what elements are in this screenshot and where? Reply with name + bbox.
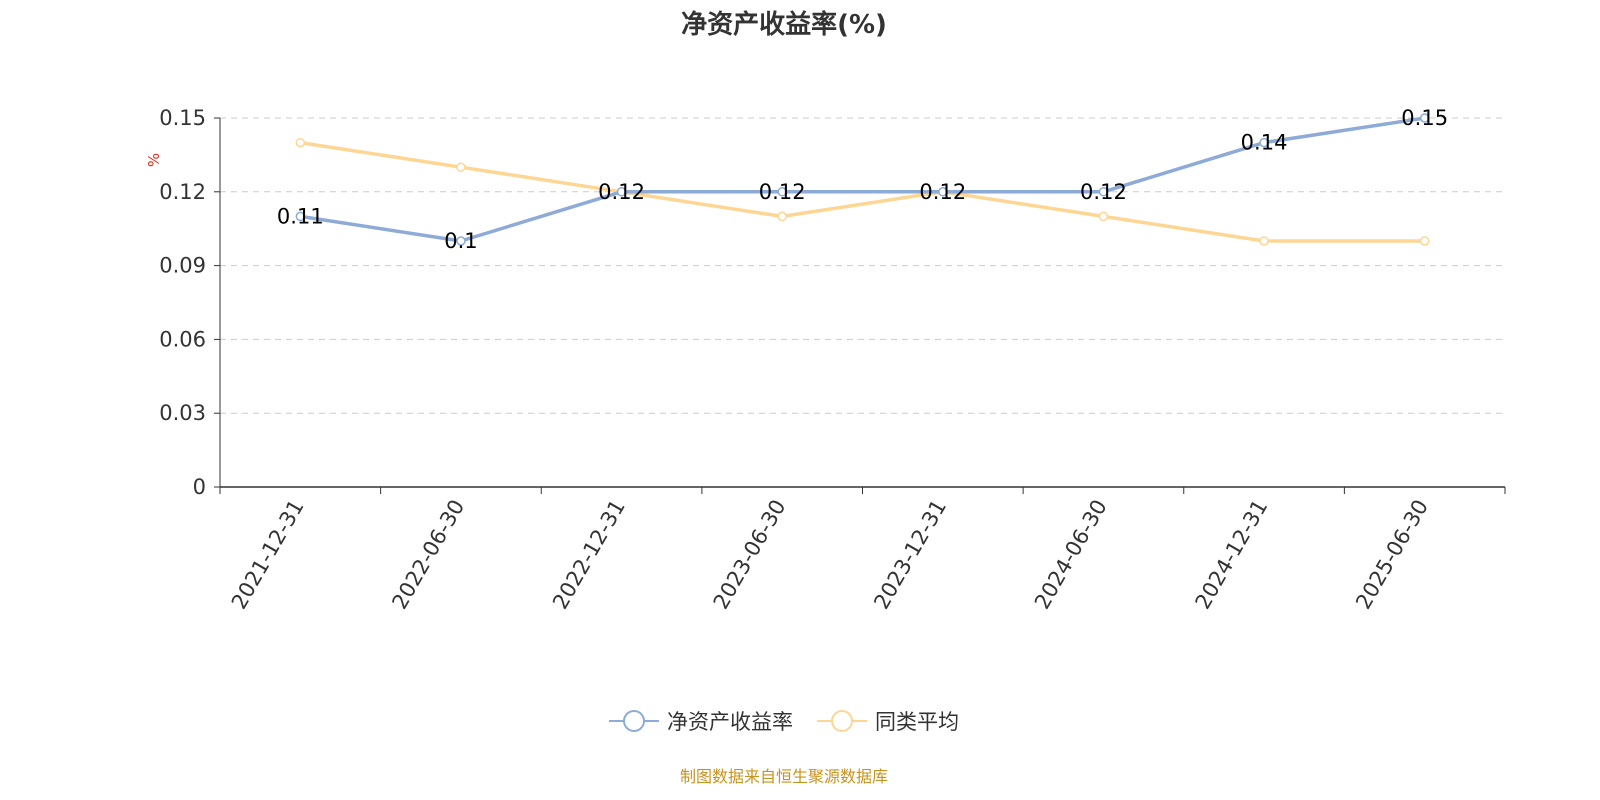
legend-label-main: 净资产收益率 (667, 710, 793, 734)
x-tick-label: 2022-06-30 (387, 496, 469, 614)
series-main (295, 113, 1430, 246)
chart-title: 净资产收益率(%) (681, 10, 887, 40)
source-note: 制图数据来自恒生聚源数据库 (679, 767, 888, 786)
data-point-average (777, 211, 787, 222)
data-label-main: 0.1 (444, 229, 477, 253)
data-label-main: 0.11 (277, 204, 324, 228)
y-tick-label: 0 (193, 475, 206, 499)
data-point-main (1259, 137, 1269, 148)
data-point-average (1419, 236, 1430, 246)
legend-label-average: 同类平均 (875, 710, 959, 734)
legend: 净资产收益率 同类平均 (0, 706, 1568, 736)
x-tick-label: 2025-06-30 (1351, 496, 1433, 614)
data-label-main: 0.12 (919, 180, 966, 204)
x-tick-label: 2022-12-31 (548, 496, 630, 614)
data-label-main: 0.15 (1401, 106, 1448, 130)
data-labels: 0.11 0.1 0.12 0.12 0.12 0.12 0.14 0.15 (277, 106, 1448, 253)
legend-swatch-average-icon (817, 710, 867, 732)
legend-item-average[interactable]: 同类平均 (817, 706, 959, 736)
data-label-main: 0.14 (1241, 131, 1288, 155)
data-point-main (938, 187, 948, 197)
data-point-average (295, 137, 306, 148)
data-point-main (616, 187, 627, 197)
y-tick-label: 0.09 (159, 254, 206, 278)
axes: 0 0.03 0.06 0.09 0.12 0.15 2021-12-31 2022-06-3… (159, 106, 1506, 614)
data-label-main: 0.12 (1080, 180, 1127, 204)
grid-lines (220, 117, 1505, 414)
x-tick-label: 2021-12-31 (227, 496, 309, 614)
x-tick-label: 2023-06-30 (709, 496, 791, 614)
legend-item-main[interactable]: 净资产收益率 (609, 706, 793, 736)
x-tick-label: 2023-12-31 (869, 496, 951, 614)
line-chart: 0 0.03 0.06 0.09 0.12 0.15 2021-12-31 2022-06-3… (145, 106, 1506, 614)
data-point-main (295, 211, 306, 222)
series-line-average (298, 140, 1427, 243)
data-label-main: 0.12 (759, 180, 806, 204)
data-point-main (1098, 187, 1109, 197)
data-point-main (456, 236, 466, 246)
series-layer (295, 113, 1430, 246)
data-point-average (1259, 236, 1269, 246)
data-point-average (456, 162, 466, 172)
data-point-main (777, 187, 787, 197)
data-point-main (1419, 113, 1430, 123)
x-tick-label: 2024-06-30 (1030, 496, 1112, 614)
y-tick-label: 0.12 (159, 180, 206, 204)
y-tick-label: 0.06 (159, 327, 206, 351)
legend-swatch-main-icon (609, 710, 659, 732)
y-tick-label: 0.15 (159, 106, 206, 130)
data-point-average (1098, 211, 1109, 222)
series-line-main (298, 116, 1427, 243)
data-label-main: 0.12 (598, 180, 645, 204)
y-tick-label: 0.03 (159, 401, 206, 425)
x-tick-label: 2024-12-31 (1191, 496, 1273, 614)
y-axis-unit-label: % (145, 153, 163, 167)
